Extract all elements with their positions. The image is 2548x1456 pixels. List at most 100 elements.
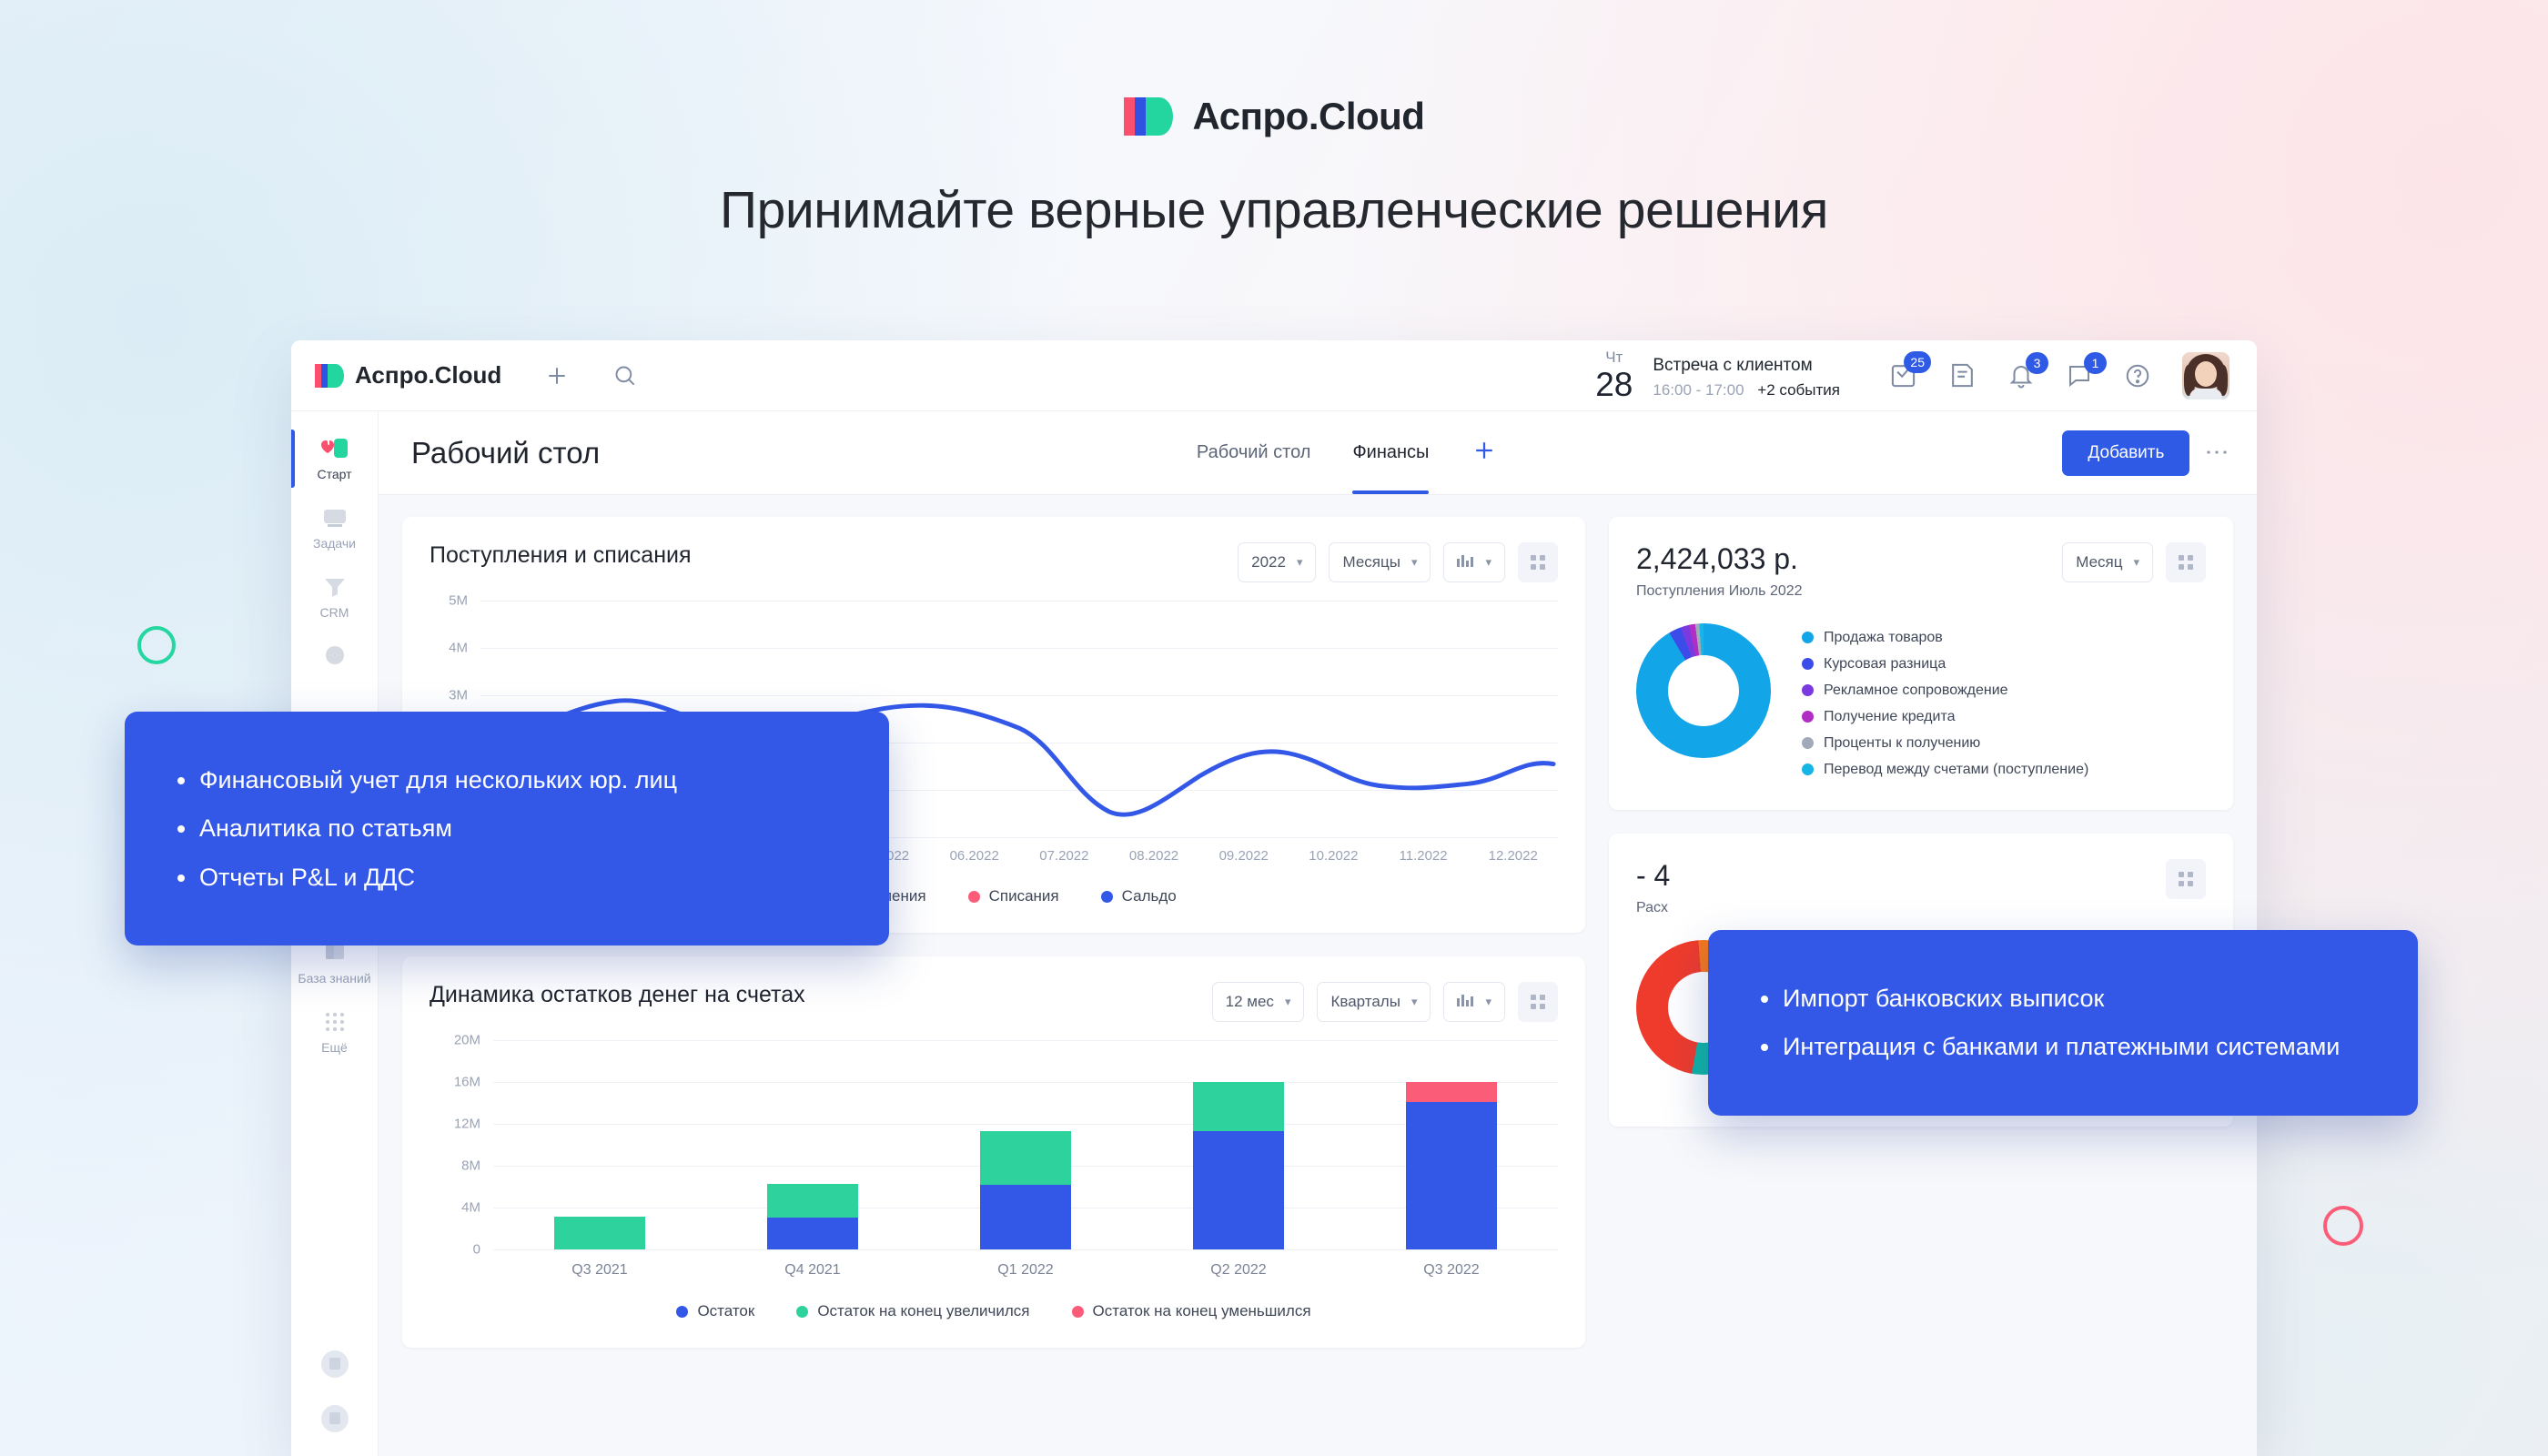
range-select[interactable]: 12 мес ▾: [1211, 982, 1305, 1022]
feature-item: Аналитика по статьям: [172, 812, 842, 844]
profile-icon[interactable]: [320, 1405, 349, 1432]
chevron-down-icon: ▾: [1485, 995, 1491, 1008]
legend-label: Сальдо: [1121, 887, 1177, 905]
topbar-actions: 25 3 1: [1889, 351, 2151, 389]
period-select[interactable]: Месяцы ▾: [1329, 542, 1431, 582]
legend-item[interactable]: Сальдо: [1100, 887, 1177, 905]
x-tick: 09.2022: [1218, 848, 1269, 864]
chart-type-select[interactable]: ▾: [1443, 542, 1505, 582]
feature-tooltip-left: Финансовый учет для нескольких юр. лиц А…: [125, 712, 889, 946]
legend-label: Остаток: [697, 1302, 755, 1320]
more-grid-icon: [295, 1008, 375, 1036]
legend-item[interactable]: Списания: [967, 887, 1059, 905]
bell-icon[interactable]: 3: [2007, 351, 2048, 389]
sidebar-item-finance[interactable]: [291, 631, 379, 684]
legend-label: Списания: [988, 887, 1059, 905]
legend-item[interactable]: Курсовая разница: [1802, 655, 2088, 673]
x-tick: 12.2022: [1488, 848, 1538, 864]
legend-item[interactable]: Остаток на конец увеличился: [796, 1302, 1030, 1320]
grouping-select-value: Кварталы: [1330, 993, 1400, 1010]
year-select[interactable]: 2022 ▾: [1238, 542, 1317, 582]
year-select-value: 2022: [1251, 553, 1286, 571]
sidebar-item-knowledge-base[interactable]: База знаний: [291, 928, 379, 997]
more-vertical-icon[interactable]: ⋮: [2204, 440, 2231, 465]
card-income-donut: 2,424,033 р. Поступления Июль 2022 Месяц…: [1609, 517, 2233, 810]
x-tick: Q4 2021: [784, 1262, 841, 1278]
plus-icon[interactable]: [543, 362, 571, 389]
bar-chart-icon: [1457, 993, 1474, 1011]
calendar-day: 28: [1595, 366, 1633, 403]
kpi-amount: 2,424,033 р.: [1636, 542, 1798, 575]
chat-icon[interactable]: 1: [2066, 351, 2107, 389]
x-tick: Q3 2022: [1423, 1262, 1480, 1278]
feature-item: Импорт банковских выписок: [1755, 982, 2371, 1015]
chevron-down-icon: ▾: [1296, 555, 1303, 569]
x-tick: 08.2022: [1128, 848, 1179, 864]
avatar[interactable]: [2182, 351, 2230, 399]
sidebar-item-crm[interactable]: CRM: [291, 562, 379, 632]
sidebar-item-label: Ещё: [321, 1040, 348, 1056]
sidebar-item-label: CRM: [319, 604, 349, 620]
card-header: Поступления и списания 2022 ▾ Месяцы ▾: [402, 517, 1585, 582]
chevron-down-icon: ▾: [1485, 555, 1491, 569]
tasks-calendar-icon[interactable]: 25: [1889, 351, 1931, 389]
tasks-badge: 25: [1904, 351, 1931, 373]
drag-grip-icon[interactable]: [2166, 542, 2206, 582]
range-select-value: 12 мес: [1225, 993, 1274, 1010]
tasks-icon: [295, 504, 375, 531]
legend-item[interactable]: Продажа товаров: [1802, 629, 2088, 647]
tab-workdesk[interactable]: Рабочий стол: [1196, 442, 1311, 462]
card-controls: 12 мес ▾ Кварталы ▾: [1211, 982, 1558, 1022]
period-select-value: Месяцы: [1342, 553, 1400, 571]
legend-item[interactable]: Остаток на конец уменьшился: [1071, 1302, 1311, 1320]
legend-label: Остаток на конец уменьшился: [1092, 1302, 1311, 1320]
kpi-subtitle: Поступления Июль 2022: [1636, 583, 1803, 599]
calendar-date: Чт 28: [1595, 349, 1633, 401]
event-meta: 16:00 - 17:00 +2 события: [1653, 381, 1840, 399]
plot-area: 20M 16M 12M 8M 4M 0: [454, 1033, 1558, 1258]
legend-item[interactable]: Остаток: [676, 1302, 754, 1320]
dashboard-left-column: Поступления и списания 2022 ▾ Месяцы ▾: [402, 517, 1585, 1348]
drag-grip-icon[interactable]: [1518, 982, 1558, 1022]
month-select-value: Месяц: [2076, 553, 2123, 571]
donut-income: Продажа товаров Курсовая разница Рекламн…: [1609, 600, 2233, 810]
legend-label: Перевод между счетами (поступление): [1824, 762, 2089, 777]
tab-finances[interactable]: Финансы: [1352, 411, 1429, 494]
sidebar-item-more[interactable]: Ещё: [291, 997, 379, 1067]
drag-grip-icon[interactable]: [1518, 542, 1558, 582]
settings-icon[interactable]: [320, 1350, 349, 1378]
legend-label: Остаток на конец увеличился: [817, 1302, 1030, 1320]
legend-item[interactable]: Перевод между счетами (поступление): [1802, 761, 2088, 779]
sidebar-item-label: Старт: [317, 467, 352, 481]
legend-item[interactable]: Получение кредита: [1802, 708, 2088, 726]
x-axis-labels: Q3 2021 Q4 2021 Q1 2022 Q2 2022 Q3 2022: [493, 1262, 1558, 1279]
bar-stack: [767, 1184, 858, 1249]
grouping-select[interactable]: Кварталы ▾: [1317, 982, 1431, 1022]
notes-icon[interactable]: [1948, 361, 1977, 389]
stacked-bar-series: [493, 1040, 1558, 1249]
legend-item[interactable]: Проценты к получению: [1802, 734, 2088, 753]
event-title: Встреча с клиентом: [1653, 356, 1813, 375]
brand-header: Аспро.Cloud: [0, 95, 2548, 138]
sidebar-bottom-actions: [320, 1350, 349, 1456]
sidebar-item-start[interactable]: Старт: [291, 424, 379, 493]
help-icon[interactable]: [2124, 362, 2151, 389]
card-title: Динамика остатков денег на счетах: [430, 982, 805, 1007]
add-button[interactable]: Добавить: [2062, 430, 2190, 476]
search-icon[interactable]: [612, 363, 637, 388]
feature-tooltip-right: Импорт банковских выписок Интеграция с б…: [1708, 930, 2418, 1116]
legend-item[interactable]: Рекламное сопровождение: [1802, 682, 2088, 700]
aspro-logo-icon: [1123, 97, 1177, 136]
month-select[interactable]: Месяц ▾: [2062, 542, 2153, 582]
add-tab-button[interactable]: [1471, 437, 1498, 469]
drag-grip-icon[interactable]: [2166, 859, 2206, 899]
sidebar-item-label: База знаний: [298, 971, 371, 986]
sidebar-item-tasks[interactable]: Задачи: [291, 493, 379, 562]
chart-type-select[interactable]: ▾: [1443, 982, 1505, 1022]
decorative-ring-pink: [2323, 1206, 2363, 1246]
card-balance-dynamics: Динамика остатков денег на счетах 12 мес…: [402, 956, 1585, 1348]
finance-icon: [295, 642, 375, 669]
calendar-event-chip[interactable]: Чт 28 Встреча с клиентом 16:00 - 17:00 +…: [1595, 349, 1840, 401]
app-logo[interactable]: Аспро.Cloud: [315, 361, 501, 389]
work-header: Рабочий стол Рабочий стол Финансы Добави…: [379, 411, 2257, 495]
